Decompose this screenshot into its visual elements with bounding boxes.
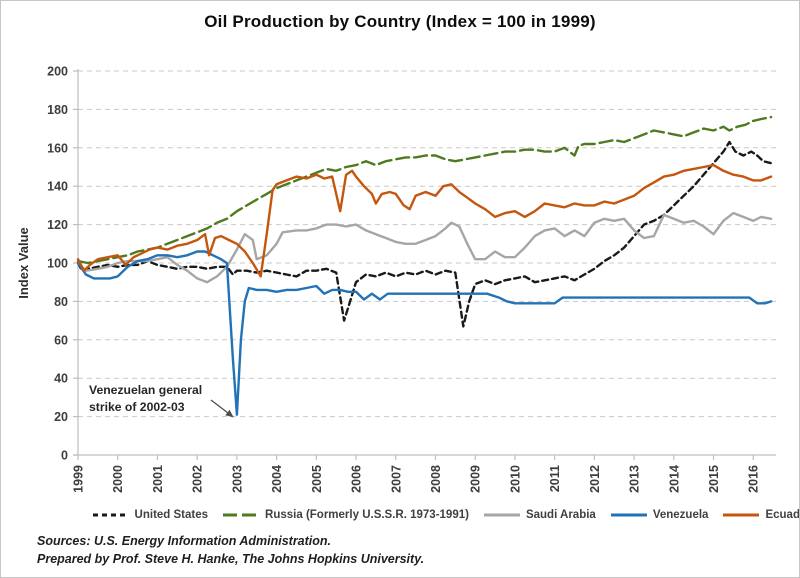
- legend-label-venezuela: Venezuela: [652, 509, 709, 521]
- legend-label-ecuador: Ecuador: [765, 509, 800, 521]
- annotation-line-2: strike of 2002-03: [89, 400, 185, 414]
- legend-swatch-saudi-arabia: [483, 513, 520, 517]
- y-tick-label-160: 160: [47, 141, 68, 155]
- annotation-arrow: [210, 399, 234, 418]
- y-tick-label-140: 140: [47, 180, 68, 194]
- y-tick-label-60: 60: [54, 333, 68, 347]
- x-tick-label-2001: 2001: [151, 465, 165, 493]
- legend-item-ecuador: Ecuador: [723, 509, 800, 521]
- y-tick-label-0: 0: [61, 449, 68, 463]
- x-tick-label-2013: 2013: [628, 465, 642, 493]
- x-tick-label-1999: 1999: [72, 465, 86, 493]
- x-tick-label-2004: 2004: [270, 465, 284, 493]
- y-tick-label-40: 40: [54, 372, 68, 386]
- y-tick-label-180: 180: [47, 103, 68, 117]
- x-tick-label-2002: 2002: [191, 465, 205, 493]
- legend-item-venezuela: Venezuela: [610, 509, 709, 521]
- legend-item-saudi-arabia: Saudi Arabia: [483, 509, 596, 521]
- legend-item-russia-formerly-u-s-s-r-1973-1991: Russia (Formerly U.S.S.R. 1973-1991): [223, 509, 469, 521]
- y-tick-label-20: 20: [54, 410, 68, 424]
- x-tick-label-2011: 2011: [548, 465, 562, 492]
- series-line-saudi-arabia: [76, 211, 773, 284]
- source-notes: Sources: U.S. Energy Information Adminis…: [37, 532, 424, 568]
- legend-label-united-states: United States: [134, 509, 209, 521]
- series-line-united-states: [76, 140, 773, 328]
- x-tick-label-2016: 2016: [747, 465, 761, 493]
- source-line-2: Prepared by Prof. Steve H. Hanke, The Jo…: [37, 552, 425, 566]
- legend-swatch-ecuador: [723, 513, 760, 517]
- chart-legend: United States Russia (Formerly U.S.S.R. 1…: [1, 509, 799, 521]
- x-tick-label-2009: 2009: [469, 465, 483, 493]
- y-axis-title: Index Value: [16, 227, 31, 299]
- x-tick-label-2007: 2007: [389, 465, 403, 493]
- x-tick-label-2010: 2010: [508, 465, 522, 493]
- x-tick-label-2000: 2000: [111, 465, 125, 493]
- chart-title: Oil Production by Country (Index = 100 i…: [204, 12, 596, 31]
- legend-item-united-states: United States: [92, 509, 209, 521]
- source-line-1: Sources: U.S. Energy Information Adminis…: [37, 534, 332, 548]
- x-tick-label-2005: 2005: [310, 465, 324, 493]
- series-line-venezuela: [76, 250, 773, 416]
- series-line-russia-formerly-u-s-s-r-1973-1991: [76, 115, 773, 265]
- x-tick-label-2006: 2006: [350, 465, 364, 493]
- x-tick-label-2008: 2008: [429, 465, 443, 493]
- legend-swatch-united-states: [92, 513, 129, 517]
- x-tick-label-2003: 2003: [230, 465, 244, 493]
- legend-label-russia-formerly-u-s-s-r-1973-1991: Russia (Formerly U.S.S.R. 1973-1991): [265, 509, 469, 521]
- x-tick-label-2014: 2014: [667, 465, 681, 493]
- x-tick-label-2012: 2012: [588, 465, 602, 493]
- y-tick-label-80: 80: [54, 295, 68, 309]
- legend-swatch-russia-formerly-u-s-s-r-1973-1991: [223, 513, 260, 517]
- y-tick-label-100: 100: [47, 257, 68, 271]
- y-tick-label-200: 200: [47, 65, 68, 79]
- annotation-line-1: Venezuelan general: [89, 383, 202, 397]
- x-tick-label-2015: 2015: [707, 465, 721, 493]
- y-tick-label-120: 120: [47, 218, 68, 232]
- series-line-ecuador: [76, 163, 773, 278]
- legend-label-saudi-arabia: Saudi Arabia: [525, 509, 596, 521]
- legend-swatch-venezuela: [610, 513, 647, 517]
